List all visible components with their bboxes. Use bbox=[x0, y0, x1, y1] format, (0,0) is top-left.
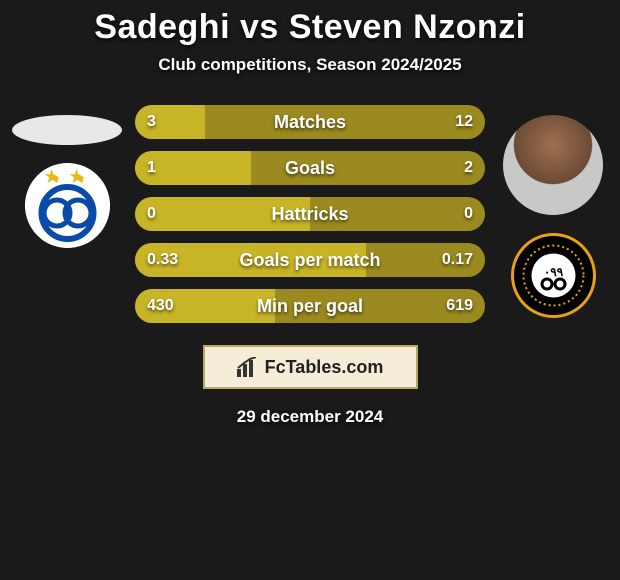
stat-value-left: 1 bbox=[147, 159, 156, 177]
stat-bars: 3 Matches 12 1 Goals 2 0 Hattricks 0 0.33 Goals pe… bbox=[135, 105, 485, 323]
stat-value-left: 0.33 bbox=[147, 251, 178, 269]
stat-bar-fill-left bbox=[135, 105, 205, 139]
club-badge-right-icon: ۰۹۹ bbox=[514, 236, 593, 315]
stat-bar: 3 Matches 12 bbox=[135, 105, 485, 139]
date-text: 29 december 2024 bbox=[0, 407, 620, 427]
stat-value-right: 0.17 bbox=[442, 251, 473, 269]
stat-label: Hattricks bbox=[271, 204, 348, 225]
stat-label: Matches bbox=[274, 112, 346, 133]
right-player-column: ۰۹۹ bbox=[493, 105, 613, 318]
player-left-avatar bbox=[12, 115, 122, 145]
page-title: Sadeghi vs Steven Nzonzi bbox=[0, 8, 620, 47]
stat-label: Goals bbox=[285, 158, 335, 179]
club-badge-left-icon bbox=[25, 163, 110, 248]
stat-value-right: 12 bbox=[455, 113, 473, 131]
stat-value-left: 3 bbox=[147, 113, 156, 131]
player-right-avatar bbox=[503, 115, 603, 215]
stat-label: Goals per match bbox=[239, 250, 380, 271]
player-left-club-badge bbox=[25, 163, 110, 248]
comparison-infographic: Sadeghi vs Steven Nzonzi Club competitio… bbox=[0, 0, 620, 427]
stat-value-right: 0 bbox=[464, 205, 473, 223]
stat-bar: 0.33 Goals per match 0.17 bbox=[135, 243, 485, 277]
stat-value-left: 430 bbox=[147, 297, 174, 315]
stat-bar: 430 Min per goal 619 bbox=[135, 289, 485, 323]
brand-text: FcTables.com bbox=[265, 357, 384, 378]
stat-bar: 1 Goals 2 bbox=[135, 151, 485, 185]
brand-watermark: FcTables.com bbox=[203, 345, 418, 389]
player-right-club-badge: ۰۹۹ bbox=[511, 233, 596, 318]
stat-bar: 0 Hattricks 0 bbox=[135, 197, 485, 231]
subtitle: Club competitions, Season 2024/2025 bbox=[0, 55, 620, 75]
stat-value-right: 2 bbox=[464, 159, 473, 177]
svg-text:۰۹۹: ۰۹۹ bbox=[543, 265, 563, 279]
stat-value-right: 619 bbox=[446, 297, 473, 315]
left-player-column bbox=[7, 105, 127, 248]
stat-value-left: 0 bbox=[147, 205, 156, 223]
main-row: 3 Matches 12 1 Goals 2 0 Hattricks 0 0.33 Goals pe… bbox=[0, 105, 620, 323]
bar-chart-icon bbox=[237, 357, 259, 377]
stat-label: Min per goal bbox=[257, 296, 363, 317]
